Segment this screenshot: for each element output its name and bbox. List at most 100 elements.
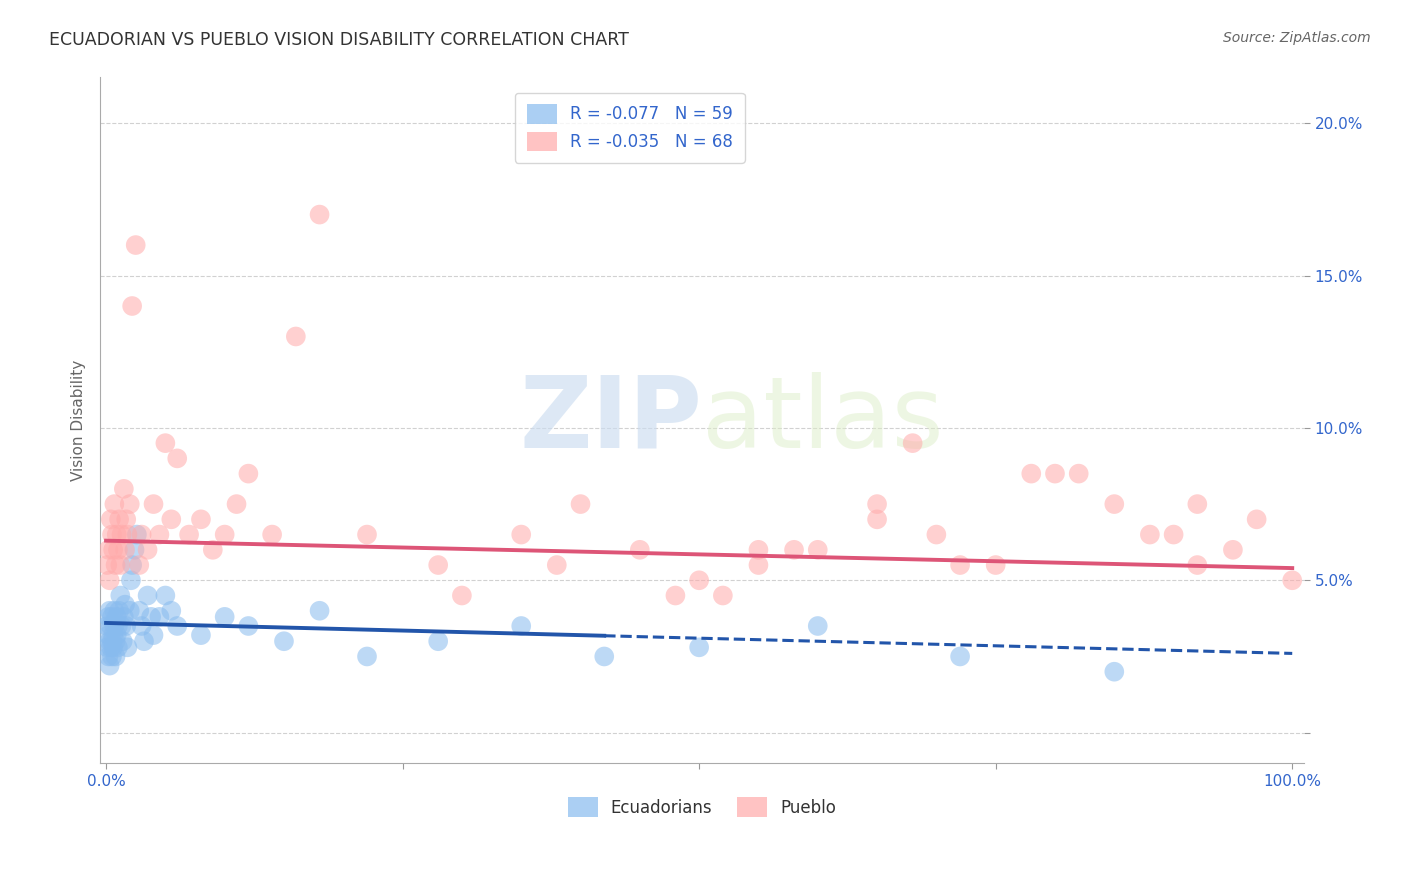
Point: [108, 604, 131, 618]
Point: [155, 589, 177, 603]
Point: [949, 558, 972, 572]
Point: [110, 619, 132, 633]
Point: [118, 604, 141, 618]
Point: [747, 542, 769, 557]
Point: [783, 542, 806, 557]
Point: [107, 542, 129, 557]
Point: [136, 542, 159, 557]
Point: [104, 558, 127, 572]
Point: [160, 512, 183, 526]
Point: [166, 451, 188, 466]
Point: [105, 628, 128, 642]
Point: [308, 208, 330, 222]
Point: [115, 619, 138, 633]
Point: [273, 634, 295, 648]
Point: [308, 604, 330, 618]
Point: [177, 527, 200, 541]
Point: [356, 649, 378, 664]
Point: [1104, 497, 1126, 511]
Point: [103, 604, 125, 618]
Point: [262, 527, 284, 541]
Point: [1019, 467, 1042, 481]
Y-axis label: Vision Disability: Vision Disability: [72, 359, 86, 481]
Point: [112, 610, 135, 624]
Point: [131, 619, 153, 633]
Point: [866, 512, 889, 526]
Point: [101, 649, 124, 664]
Point: [114, 598, 136, 612]
Point: [97, 649, 120, 664]
Point: [1067, 467, 1090, 481]
Point: [510, 527, 533, 541]
Point: [103, 619, 125, 633]
Point: [148, 610, 170, 624]
Point: [148, 527, 170, 541]
Point: [101, 634, 124, 648]
Point: [1187, 497, 1209, 511]
Point: [238, 467, 260, 481]
Point: [284, 329, 307, 343]
Point: [110, 558, 132, 572]
Point: [132, 634, 155, 648]
Point: [131, 527, 153, 541]
Point: [664, 589, 686, 603]
Point: [747, 558, 769, 572]
Point: [111, 634, 134, 648]
Point: [1187, 558, 1209, 572]
Point: [155, 436, 177, 450]
Point: [107, 619, 129, 633]
Point: [688, 574, 710, 588]
Point: [1104, 665, 1126, 679]
Point: [96, 640, 118, 655]
Point: [98, 658, 121, 673]
Point: [925, 527, 948, 541]
Point: [451, 589, 474, 603]
Text: atlas: atlas: [702, 372, 943, 469]
Point: [97, 542, 120, 557]
Point: [166, 619, 188, 633]
Point: [100, 619, 122, 633]
Point: [97, 628, 120, 642]
Point: [139, 610, 162, 624]
Point: [97, 610, 120, 624]
Point: [593, 649, 616, 664]
Point: [569, 497, 592, 511]
Point: [546, 558, 568, 572]
Point: [628, 542, 651, 557]
Point: [100, 512, 122, 526]
Point: [807, 619, 830, 633]
Point: [120, 574, 142, 588]
Point: [356, 527, 378, 541]
Point: [112, 482, 135, 496]
Point: [96, 558, 118, 572]
Point: [142, 628, 165, 642]
Point: [1246, 512, 1268, 526]
Point: [1281, 574, 1303, 588]
Point: [214, 610, 236, 624]
Text: ZIP: ZIP: [519, 372, 702, 469]
Point: [104, 634, 127, 648]
Point: [866, 497, 889, 511]
Point: [105, 610, 128, 624]
Point: [128, 604, 150, 618]
Point: [688, 640, 710, 655]
Point: [190, 628, 212, 642]
Legend: Ecuadorians, Pueblo: Ecuadorians, Pueblo: [561, 791, 844, 823]
Point: [101, 542, 124, 557]
Point: [101, 610, 124, 624]
Point: [142, 497, 165, 511]
Point: [427, 558, 450, 572]
Point: [238, 619, 260, 633]
Text: Source: ZipAtlas.com: Source: ZipAtlas.com: [1223, 31, 1371, 45]
Point: [125, 238, 148, 252]
Point: [121, 299, 143, 313]
Point: [807, 542, 830, 557]
Point: [214, 527, 236, 541]
Point: [108, 512, 131, 526]
Point: [190, 512, 212, 526]
Point: [118, 497, 141, 511]
Point: [117, 640, 139, 655]
Point: [1139, 527, 1161, 541]
Point: [1043, 467, 1066, 481]
Point: [98, 634, 121, 648]
